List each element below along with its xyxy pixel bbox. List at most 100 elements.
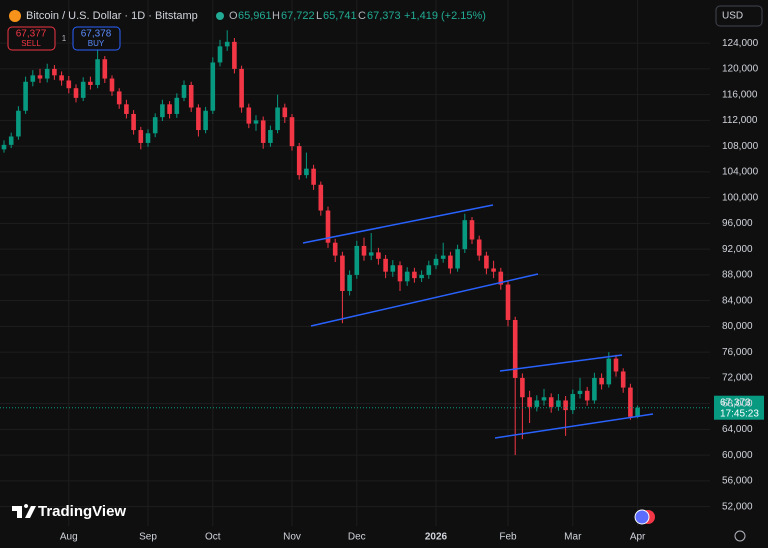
candle-body xyxy=(138,130,144,143)
candle-body xyxy=(16,110,21,137)
trend-line[interactable] xyxy=(310,273,539,327)
candle-body xyxy=(275,107,280,131)
high-label: H xyxy=(272,10,280,22)
trend-line[interactable] xyxy=(499,354,623,372)
candle-body xyxy=(296,146,302,176)
trend-line[interactable] xyxy=(302,204,494,244)
candle-body xyxy=(289,117,295,147)
trend-line[interactable] xyxy=(494,413,654,439)
y-tick-label: 104,000 xyxy=(722,167,759,178)
candle-body xyxy=(469,220,475,240)
candle-body xyxy=(102,59,108,79)
candle-body xyxy=(404,271,410,282)
buy-label: BUY xyxy=(88,39,105,48)
candle-body xyxy=(534,400,540,407)
candle-body xyxy=(116,91,122,105)
x-tick-label: 2026 xyxy=(425,532,448,543)
candle-body xyxy=(246,107,252,124)
sell-button[interactable] xyxy=(7,26,56,51)
y-tick-label: 80,000 xyxy=(722,321,753,332)
candle-body xyxy=(527,397,532,407)
low-label: L xyxy=(316,10,322,22)
candle-body xyxy=(376,252,381,259)
candle-body xyxy=(570,394,576,411)
candle-body xyxy=(325,210,331,243)
candle-body xyxy=(397,265,403,282)
candle-body xyxy=(433,258,439,266)
candle-body xyxy=(577,390,583,395)
brand: TradingView xyxy=(38,503,126,520)
y-tick-label: 124,000 xyxy=(722,38,759,49)
candle-body xyxy=(23,81,28,111)
open-label: O xyxy=(229,10,238,22)
price-tag-countdown: 17:45:23 xyxy=(720,408,759,419)
candle-body xyxy=(620,371,626,388)
candle-body xyxy=(613,358,619,372)
candle-body xyxy=(224,41,230,47)
y-tick-label: 64,000 xyxy=(722,424,753,435)
event-marker[interactable] xyxy=(634,509,650,525)
y-tick-label: 92,000 xyxy=(722,244,753,255)
candle-body xyxy=(484,255,489,269)
close-value: 67,373 xyxy=(367,10,401,22)
candle-body xyxy=(628,387,633,417)
candle-body xyxy=(498,271,504,285)
candle-body xyxy=(181,84,187,98)
y-tick-label: 96,000 xyxy=(722,218,753,229)
currency: USD xyxy=(722,11,743,22)
candle-body xyxy=(340,255,345,292)
candle-body xyxy=(448,255,453,269)
candle-body xyxy=(160,104,165,118)
candle-body xyxy=(188,84,194,108)
candle-body xyxy=(606,358,612,385)
buy-price: 67,378 xyxy=(81,29,112,40)
y-tick-label: 60,000 xyxy=(722,450,753,461)
candle-body xyxy=(361,245,367,256)
candle-body xyxy=(196,107,201,131)
candle-body xyxy=(167,104,172,114)
candle-body xyxy=(95,59,100,85)
y-tick-label: 112,000 xyxy=(722,115,758,126)
candle-body xyxy=(476,239,482,256)
market-status xyxy=(216,12,224,20)
candle-body xyxy=(412,271,417,279)
y-tick-label: 68,000 xyxy=(722,398,753,409)
x-tick-label: Apr xyxy=(630,532,646,543)
candle-body xyxy=(268,130,273,143)
candle-body xyxy=(390,265,396,272)
candle-body xyxy=(599,377,604,385)
currency-button[interactable] xyxy=(715,5,763,27)
candle-body xyxy=(440,255,446,259)
candle-body xyxy=(8,136,14,145)
candle-body xyxy=(426,265,432,275)
candle-body xyxy=(203,110,208,131)
candle-body xyxy=(548,397,554,407)
price-tag-price: 67,373 xyxy=(720,397,751,408)
y-tick-label: 116,000 xyxy=(722,89,758,100)
candle-body xyxy=(232,41,237,69)
candle-body xyxy=(239,68,244,108)
candle-body xyxy=(282,107,288,118)
open-value: 65,961 xyxy=(238,10,272,22)
low-value: 65,741 xyxy=(323,10,357,22)
close-label: C xyxy=(358,10,366,22)
candle-body xyxy=(455,249,460,269)
candle-body xyxy=(584,390,590,401)
candle-body xyxy=(88,81,93,85)
candle-body xyxy=(124,104,129,114)
x-tick-label: Mar xyxy=(564,532,582,543)
candle-body xyxy=(318,184,324,211)
settings-icon[interactable] xyxy=(734,530,746,542)
candle-body xyxy=(145,133,151,143)
symbol[interactable]: Bitcoin / U.S. Dollar · 1D · Bitstamp xyxy=(26,10,198,22)
x-tick-label: Aug xyxy=(60,532,78,543)
candle-body xyxy=(505,284,511,320)
candle-body xyxy=(354,245,360,275)
candle-body xyxy=(311,168,316,185)
change: +1,419 (+2.15%) xyxy=(404,10,486,22)
candle-body xyxy=(210,62,216,111)
buy-button[interactable] xyxy=(72,26,121,51)
high-value: 67,722 xyxy=(281,10,315,22)
